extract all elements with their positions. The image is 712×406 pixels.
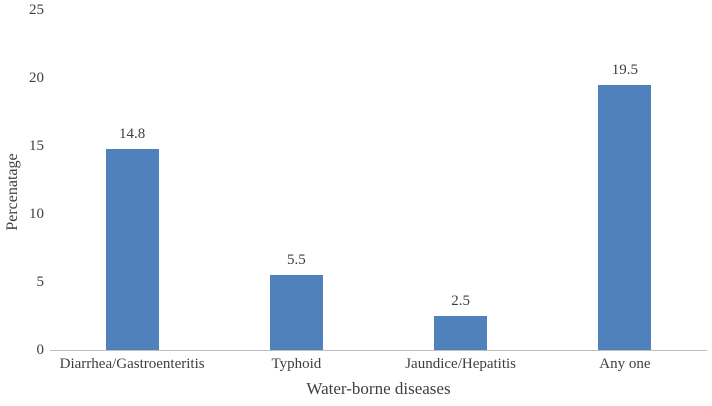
y-tick-label: 20 (29, 70, 44, 86)
bar-value-label: 2.5 (451, 293, 470, 309)
x-axis-line (50, 350, 707, 351)
bar (269, 275, 323, 350)
category-label: Jaundice/Hepatitis (405, 356, 517, 372)
category-label: Diarrhea/Gastroenteritis (59, 356, 205, 372)
y-tick-label: 15 (29, 138, 44, 154)
y-tick-label: 10 (29, 206, 44, 222)
category-label: Any one (599, 356, 651, 372)
y-tick-label: 25 (29, 2, 44, 18)
bar-value-label: 14.8 (119, 125, 146, 142)
category-label: Typhoid (271, 356, 322, 372)
bar-value-label: 19.5 (611, 61, 638, 78)
y-tick-label: 5 (36, 274, 45, 290)
x-axis-title: Water-borne diseases (306, 379, 451, 398)
y-tick-label: 0 (36, 342, 45, 358)
bar (598, 84, 652, 350)
bar-value-label: 5.5 (287, 252, 306, 269)
bar (434, 316, 488, 350)
bar (105, 148, 159, 350)
